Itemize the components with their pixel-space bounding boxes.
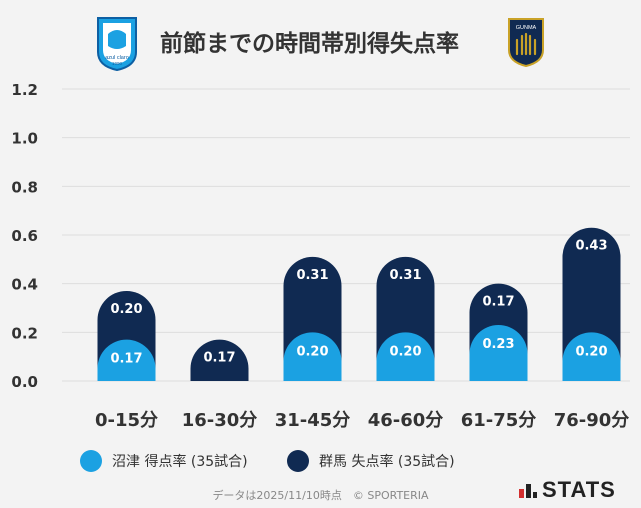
stats-logo-icon <box>519 484 537 498</box>
data-label-numazu: 0.20 <box>296 344 328 359</box>
svg-text:1990: 1990 <box>112 61 123 66</box>
data-label-gunma: 0.20 <box>110 302 142 317</box>
data-label-gunma: 0.43 <box>575 239 607 254</box>
x-tick-label: 76-90分 <box>554 410 630 431</box>
legend-swatch-numazu <box>80 450 102 472</box>
y-tick-label: 0.4 <box>11 276 38 294</box>
y-tick-label: 0.2 <box>11 324 38 342</box>
bar-numazu <box>562 332 621 381</box>
data-label-numazu: 0.23 <box>482 337 514 352</box>
data-label-gunma: 0.31 <box>389 268 421 283</box>
chart: 0.0 0.2 0.4 0.6 0.8 1.0 1.2 0.20 0.17 0-15分 0.17 16… <box>11 81 630 431</box>
azul-claro-logo-icon: azul claro 1990 <box>97 17 137 72</box>
svg-text:GUNMA: GUNMA <box>516 25 537 31</box>
x-tick-label: 0-15分 <box>95 410 158 431</box>
y-tick-label: 1.2 <box>11 81 38 99</box>
chart-title: 前節までの時間帯別得失点率 <box>160 31 459 57</box>
legend-label-gunma: 群馬 失点率 (35試合) <box>319 454 455 470</box>
data-label-gunma: 0.17 <box>203 351 235 366</box>
bar-numazu <box>97 339 156 381</box>
legend-item-numazu: 沼津 得点率 (35試合) <box>80 448 248 474</box>
header: azul claro 1990 前節までの時間帯別得失点率 GUNMA <box>0 0 641 80</box>
legend-item-gunma: 群馬 失点率 (35試合) <box>287 448 455 474</box>
data-label-numazu: 0.20 <box>389 344 421 359</box>
bar-numazu <box>376 332 435 381</box>
stats-brand: STATS <box>518 477 616 502</box>
data-label-numazu: 0.17 <box>110 352 142 367</box>
x-tick-label: 31-45分 <box>275 410 351 431</box>
y-tick-label: 0.0 <box>11 373 38 391</box>
data-label-gunma: 0.17 <box>482 295 514 310</box>
y-tick-label: 1.0 <box>11 130 38 148</box>
legend-label-numazu: 沼津 得点率 (35試合) <box>112 454 248 470</box>
data-label-numazu: 0.20 <box>575 344 607 359</box>
x-tick-label: 16-30分 <box>182 410 258 431</box>
footer-note: データは2025/11/10時点 © SPORTERIA <box>212 489 429 502</box>
stats-brand-text: STATS <box>542 477 616 502</box>
bar-numazu <box>283 332 342 381</box>
legend-swatch-gunma <box>287 450 309 472</box>
y-tick-label: 0.6 <box>11 227 38 245</box>
gunma-logo-icon: GUNMA <box>508 18 544 68</box>
bar-gunma <box>190 339 249 381</box>
x-tick-label: 46-60分 <box>368 410 444 431</box>
bar-numazu <box>469 325 528 381</box>
x-tick-label: 61-75分 <box>461 410 537 431</box>
data-label-gunma: 0.31 <box>296 268 328 283</box>
y-tick-label: 0.8 <box>11 178 38 196</box>
svg-text:azul claro: azul claro <box>105 55 129 61</box>
